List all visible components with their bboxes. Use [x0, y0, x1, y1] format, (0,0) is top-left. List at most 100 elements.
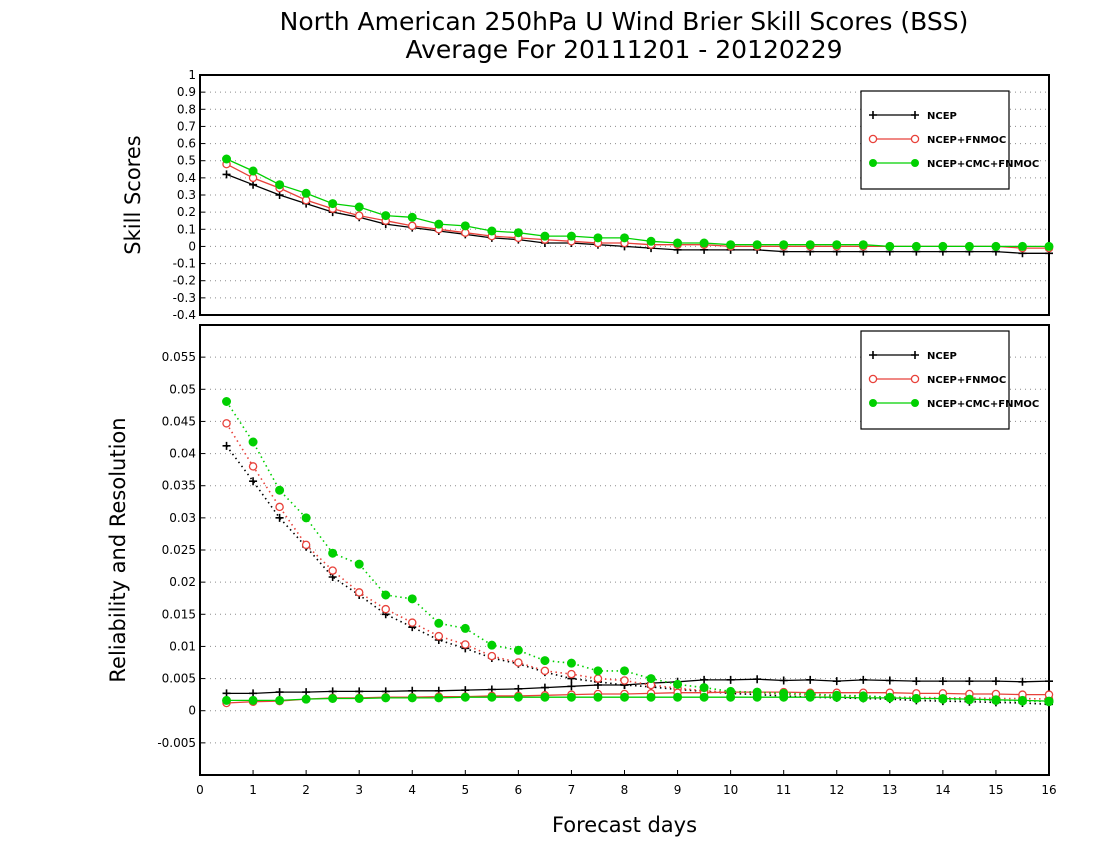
data-point: [566, 658, 576, 668]
x-tick-label: 2: [302, 783, 310, 797]
y-tick-label: 0.055: [162, 350, 196, 364]
series-line-ncep-fnmoc-resolution: [225, 422, 1050, 700]
y-tick-label: 0.3: [177, 188, 196, 202]
data-point: [938, 241, 948, 251]
data-point: [460, 692, 470, 702]
y-tick-label: 0.01: [169, 639, 196, 653]
data-point: [248, 437, 258, 447]
data-point: [858, 240, 868, 250]
data-point: [381, 590, 391, 600]
x-tick-label: 8: [621, 783, 629, 797]
data-point: [222, 419, 231, 428]
data-point: [222, 397, 232, 406]
data-point: [620, 233, 629, 243]
legend-label-ncep-fnmoc: NCEP+FNMOC: [927, 135, 1006, 146]
data-point: [222, 170, 231, 179]
data-point: [779, 240, 789, 250]
x-tick-label: 16: [1041, 783, 1056, 797]
data-point: [964, 241, 974, 251]
y-tick-label: 0.8: [177, 102, 196, 116]
legend-marker: [869, 159, 877, 167]
legend-marker: [869, 351, 877, 359]
y-tick-label: 0.015: [162, 607, 196, 621]
y-tick-label: 0.4: [177, 171, 196, 185]
data-point: [964, 694, 974, 704]
data-point: [991, 695, 1001, 705]
data-point: [301, 540, 311, 550]
data-point: [540, 692, 550, 702]
series-line-ncep-resolution: [225, 445, 1050, 706]
data-point: [593, 233, 603, 243]
y-tick-label: 0.5: [177, 154, 196, 168]
legend-label-ncep-cmc-fnmoc: NCEP+CMC+FNMOC: [927, 399, 1039, 410]
legend-marker: [869, 399, 877, 407]
data-point: [248, 462, 258, 471]
data-point: [487, 651, 497, 661]
data-point: [540, 683, 549, 692]
data-point: [222, 695, 232, 705]
data-point: [248, 695, 258, 705]
x-tick-label: 4: [408, 783, 416, 797]
data-point: [700, 675, 709, 684]
legend-label-ncep: NCEP: [927, 111, 957, 122]
data-point: [407, 594, 417, 604]
data-point: [249, 477, 258, 486]
data-point: [275, 695, 285, 705]
data-point: [513, 228, 523, 238]
data-point: [1018, 677, 1027, 686]
legend-label-ncep-fnmoc: NCEP+FNMOC: [927, 375, 1006, 386]
data-point: [620, 676, 629, 685]
legend-marker: [868, 374, 878, 384]
legend-marker: [910, 134, 920, 144]
data-point: [965, 677, 974, 686]
x-tick-label: 13: [882, 783, 897, 797]
legend-label-ncep-cmc-fnmoc: NCEP+CMC+FNMOC: [927, 159, 1039, 170]
data-point: [752, 692, 762, 702]
data-point: [1017, 695, 1027, 705]
x-tick-label: 10: [723, 783, 738, 797]
data-point: [275, 513, 284, 522]
y-tick-label: 0: [188, 704, 196, 718]
data-point: [514, 684, 523, 693]
data-point: [646, 674, 656, 684]
y-tick-label: 0.045: [162, 414, 196, 428]
data-point: [354, 588, 364, 597]
y-axis-label: Reliability and Resolution: [106, 417, 130, 682]
y-tick-label: 0.025: [162, 543, 196, 557]
data-point: [726, 692, 736, 702]
data-point: [885, 241, 895, 251]
data-point: [434, 693, 444, 703]
data-point: [328, 548, 338, 558]
data-point: [832, 677, 841, 686]
y-tick-label: 0.02: [169, 575, 196, 589]
data-point: [407, 693, 417, 703]
data-point: [540, 656, 550, 666]
data-point: [646, 692, 656, 702]
x-axis-label: Forecast days: [552, 813, 697, 837]
plot-frame: [199, 74, 1050, 316]
y-tick-label: 0.7: [177, 119, 196, 133]
data-point: [354, 211, 364, 220]
x-tick-label: 7: [568, 783, 576, 797]
data-point: [381, 693, 391, 703]
data-point: [858, 693, 868, 703]
data-point: [911, 694, 921, 703]
y-tick-label: 0.035: [162, 479, 196, 493]
data-point: [275, 180, 285, 190]
data-point: [1044, 241, 1054, 251]
legend-box: [860, 90, 1010, 190]
data-point: [859, 675, 868, 684]
data-point: [513, 692, 523, 702]
legend: NCEP NCEP+FNMOC NCEP+CMC+FNMOC: [860, 90, 1039, 190]
data-point: [593, 666, 603, 676]
data-point: [593, 692, 603, 702]
data-point: [806, 675, 815, 684]
chart-title-line2: Average For 20111201 - 20120229: [405, 35, 842, 64]
data-point: [487, 640, 497, 650]
data-point: [567, 682, 576, 691]
data-point: [1045, 677, 1053, 686]
data-point: [938, 677, 947, 686]
x-tick-label: 12: [829, 783, 844, 797]
data-point: [566, 231, 576, 241]
y-tick-label: 0: [188, 239, 196, 253]
